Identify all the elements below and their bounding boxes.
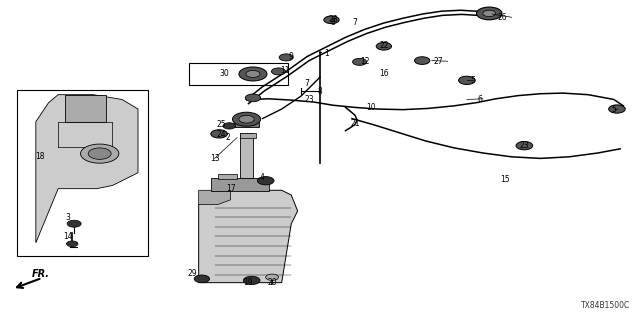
Text: 16: 16	[379, 69, 388, 78]
Text: 29: 29	[188, 268, 197, 278]
Circle shape	[223, 123, 236, 129]
Text: 14: 14	[63, 232, 72, 241]
Text: 22: 22	[379, 41, 388, 50]
Circle shape	[67, 220, 81, 227]
Circle shape	[609, 105, 625, 113]
Text: 3: 3	[65, 213, 70, 222]
Text: 9: 9	[289, 52, 294, 61]
Text: 24: 24	[216, 130, 226, 139]
Circle shape	[324, 16, 339, 24]
Text: 23: 23	[305, 95, 314, 104]
Text: 10: 10	[366, 103, 376, 112]
Text: 17: 17	[226, 184, 236, 193]
Text: 5: 5	[471, 76, 476, 85]
Text: 12: 12	[360, 57, 369, 66]
Bar	[17, 90, 148, 256]
Circle shape	[476, 7, 502, 20]
Circle shape	[194, 275, 209, 283]
Circle shape	[243, 276, 260, 284]
Text: 28: 28	[328, 15, 337, 24]
Circle shape	[211, 130, 227, 138]
Text: 19: 19	[244, 278, 253, 287]
Bar	[189, 63, 288, 85]
Polygon shape	[240, 133, 256, 138]
Circle shape	[245, 94, 260, 102]
Text: 4: 4	[260, 173, 265, 182]
Circle shape	[257, 177, 274, 185]
Circle shape	[376, 43, 392, 50]
Text: FR.: FR.	[31, 269, 49, 279]
Polygon shape	[198, 190, 230, 204]
Text: 1: 1	[324, 49, 329, 58]
Text: 20: 20	[268, 278, 277, 287]
Circle shape	[353, 58, 367, 65]
Text: 27: 27	[433, 57, 443, 66]
Text: 13: 13	[210, 154, 220, 163]
Circle shape	[81, 144, 119, 163]
Text: 11: 11	[280, 66, 290, 75]
Polygon shape	[234, 122, 259, 126]
Circle shape	[459, 76, 475, 84]
Circle shape	[266, 274, 278, 280]
Text: 25: 25	[216, 120, 226, 130]
Text: 2: 2	[225, 133, 230, 142]
Circle shape	[415, 57, 430, 64]
Text: 5: 5	[611, 105, 616, 114]
Text: 7: 7	[353, 19, 358, 28]
Polygon shape	[211, 178, 269, 191]
Text: 21: 21	[350, 119, 360, 128]
Text: 26: 26	[497, 13, 507, 22]
Circle shape	[279, 54, 293, 61]
Text: 8: 8	[330, 19, 335, 28]
Circle shape	[516, 141, 532, 150]
Text: 18: 18	[36, 152, 45, 161]
Circle shape	[483, 10, 495, 17]
Polygon shape	[36, 95, 138, 243]
Text: 6: 6	[477, 95, 482, 104]
Text: TX84B1500C: TX84B1500C	[580, 301, 630, 310]
Text: 15: 15	[500, 175, 510, 184]
Circle shape	[232, 112, 260, 126]
Circle shape	[88, 148, 111, 159]
Polygon shape	[218, 174, 237, 179]
Circle shape	[246, 70, 260, 77]
Polygon shape	[65, 95, 106, 122]
Text: 23: 23	[520, 141, 529, 150]
Text: 7: 7	[305, 79, 310, 88]
Circle shape	[239, 116, 254, 123]
Circle shape	[271, 68, 285, 75]
Circle shape	[67, 241, 78, 247]
Circle shape	[239, 67, 267, 81]
Polygon shape	[198, 189, 298, 283]
Text: 30: 30	[220, 69, 229, 78]
Text: 8: 8	[317, 87, 323, 96]
Polygon shape	[240, 133, 253, 178]
